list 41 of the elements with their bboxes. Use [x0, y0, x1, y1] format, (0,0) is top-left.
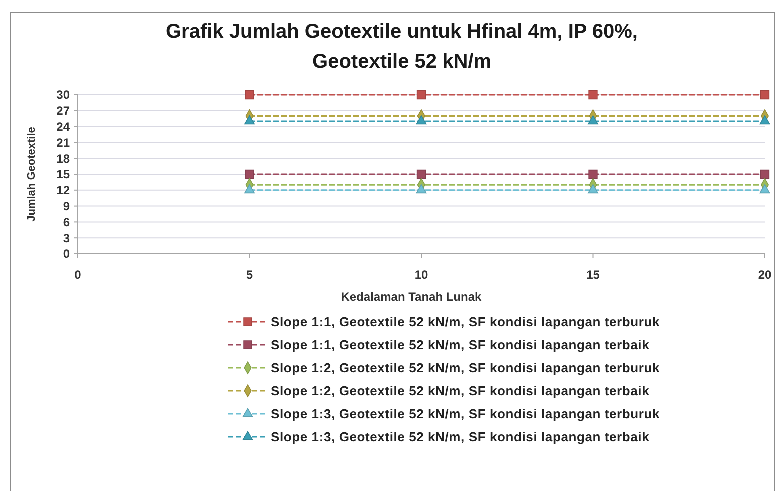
- legend-label: Slope 1:3, Geotextile 52 kN/m, SF kondisi lapangan terburuk: [271, 406, 660, 422]
- point: [245, 170, 254, 180]
- point: [588, 116, 598, 125]
- point: [416, 116, 427, 125]
- point: [416, 184, 427, 194]
- y-axis-title: Jumlah Geotextile: [26, 127, 38, 222]
- point: [588, 184, 598, 194]
- y-tick-label: 18: [56, 152, 70, 166]
- point: [416, 170, 426, 180]
- y-tick-label: 0: [63, 247, 70, 262]
- y-tick-label: 12: [56, 184, 70, 198]
- point: [244, 116, 255, 125]
- y-tick-label: 24: [56, 120, 70, 134]
- x-tick-label: 15: [586, 268, 600, 282]
- legend-label: Slope 1:2, Geotextile 52 kN/m, SF kondisi lapangan terburuk: [271, 360, 660, 376]
- legend-label: Slope 1:3, Geotextile 52 kN/m, SF kondisi lapangan terbaik: [271, 430, 650, 445]
- x-axis-title: Kedalaman Tanah Lunak: [341, 290, 482, 304]
- y-tick-label: 21: [56, 136, 70, 150]
- y-tick-label: 27: [56, 104, 70, 118]
- x-tick-label: 20: [758, 268, 772, 282]
- point: [245, 90, 254, 100]
- x-tick-label: 0: [74, 268, 82, 282]
- y-tick-label: 6: [63, 215, 70, 230]
- x-tick-label: 10: [414, 268, 428, 282]
- point: [416, 90, 426, 100]
- y-tick-label: 9: [63, 200, 70, 214]
- legend-label: Slope 1:2, Geotextile 52 kN/m, SF kondisi lapangan terbaik: [271, 384, 650, 399]
- point: [760, 170, 770, 180]
- point: [760, 116, 770, 125]
- point: [588, 90, 598, 100]
- y-tick-label: 30: [56, 88, 70, 102]
- point: [760, 184, 770, 194]
- chart-title: Grafik Jumlah Geotextile untuk Hfinal 4m, IP 60%, Geotextile 52 kN/m: [166, 21, 638, 73]
- legend-label: Slope 1:1, Geotextile 52 kN/m, SF kondisi lapangan terburuk: [271, 314, 660, 330]
- point: [244, 184, 255, 194]
- y-tick-label: 15: [56, 168, 70, 182]
- point: [760, 90, 770, 100]
- y-tick-label: 3: [63, 231, 70, 246]
- legend-label: Slope 1:1, Geotextile 52 kN/m, SF kondisi lapangan terbaik: [271, 338, 650, 353]
- point: [588, 170, 598, 180]
- x-tick-label: 5: [246, 268, 254, 282]
